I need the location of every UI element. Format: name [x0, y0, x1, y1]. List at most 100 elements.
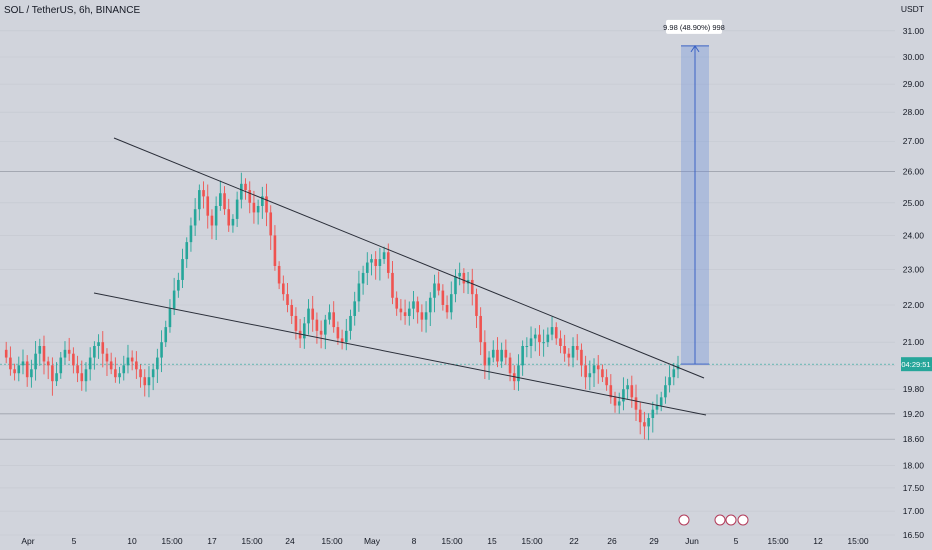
candle-body — [34, 353, 37, 370]
x-tick-label: 15:00 — [767, 536, 789, 546]
candle-body — [189, 225, 193, 243]
candle-body — [311, 308, 315, 320]
candle-body — [130, 357, 134, 362]
candle-body — [42, 345, 46, 362]
candle-body — [449, 294, 453, 313]
price-tag — [901, 357, 932, 372]
candle-body — [114, 369, 117, 378]
candle-body — [185, 242, 189, 260]
y-tick-label: 28.00 — [903, 107, 925, 117]
candle-body — [193, 209, 197, 226]
x-tick-label: 10 — [127, 536, 137, 546]
candle-body — [139, 369, 142, 378]
x-tick-label: 15:00 — [521, 536, 543, 546]
candle-body — [559, 338, 562, 346]
candle-body — [491, 349, 495, 358]
candle-body — [349, 315, 352, 331]
candle-body — [428, 297, 432, 313]
candle-body — [328, 312, 331, 320]
chart-title: SOL / TetherUS, 6h, BINANCE — [4, 5, 141, 16]
candle-body — [475, 294, 478, 316]
candle-body — [504, 349, 508, 358]
candle-body — [147, 377, 151, 386]
y-axis: 31.00 30.00 29.00 28.00 27.00 26.00 25.00 24.00… — [901, 4, 932, 540]
price-tag-label: 04:29:51 — [901, 360, 930, 369]
y-tick-label: 16.50 — [903, 530, 925, 540]
candle-body — [84, 369, 88, 382]
event-icon-flag — [725, 514, 737, 526]
candle-body — [63, 349, 67, 358]
candle-body — [72, 353, 75, 366]
candle-body — [634, 397, 638, 410]
candle-body — [521, 345, 524, 366]
candle-body — [286, 294, 289, 305]
candle-body — [344, 330, 348, 343]
candle-body — [59, 357, 63, 374]
x-axis: Apr 5 10 15:00 17 15:00 24 15:00 May 8 15:00 15 15:0… — [21, 514, 869, 546]
candle-body — [357, 283, 361, 302]
candle-body — [651, 409, 655, 419]
candle-body — [181, 259, 184, 280]
y-tick-label: 22.00 — [903, 300, 925, 310]
candle-body — [659, 397, 663, 406]
candle-body — [21, 361, 25, 366]
candle-body — [277, 265, 281, 284]
x-tick-label: 5 — [72, 536, 77, 546]
candle-body — [542, 342, 545, 344]
candle-body — [508, 357, 512, 374]
candle-body — [172, 290, 176, 309]
y-tick-label: 19.20 — [903, 409, 925, 419]
currency-label: USDT — [901, 4, 924, 14]
candle-body — [487, 357, 491, 366]
candle-body — [214, 205, 218, 226]
candle-body — [219, 193, 222, 206]
candle-body — [51, 365, 54, 382]
candle-body — [517, 365, 520, 382]
candle-body — [240, 183, 243, 200]
candle-body — [538, 334, 541, 343]
candle-body — [554, 327, 558, 339]
candle-body — [265, 196, 268, 213]
y-tick-label: 29.00 — [903, 79, 925, 89]
candle-body — [601, 369, 604, 378]
candle-body — [370, 259, 373, 263]
candle-body — [231, 218, 235, 226]
x-tick-label: 15:00 — [847, 536, 869, 546]
candle-body — [55, 373, 58, 382]
candle-body — [617, 401, 621, 406]
y-tick-label: 19.80 — [903, 384, 925, 394]
candle-body — [445, 304, 449, 313]
trendlines — [93, 137, 707, 416]
candle-body — [630, 385, 634, 398]
candle-body — [424, 312, 428, 320]
candle-body — [315, 319, 319, 331]
y-tick-label: 26.00 — [903, 166, 925, 176]
candle-body — [122, 365, 126, 374]
x-tick-label: Apr — [21, 536, 34, 546]
candle-body — [386, 252, 390, 273]
candle-body — [168, 308, 172, 328]
measure-range[interactable]: 9.98 (48.90%) 998 — [663, 19, 725, 365]
candle-body — [336, 327, 340, 339]
candle-body — [563, 345, 566, 354]
candle-body — [294, 315, 298, 331]
candle-body — [76, 365, 79, 374]
candle-body — [580, 349, 583, 366]
candle-body — [177, 279, 180, 291]
candle-body — [324, 319, 327, 335]
candle-body — [261, 196, 264, 206]
candle-body — [479, 315, 482, 343]
grid — [0, 30, 895, 536]
candle-body — [407, 308, 411, 316]
candle-body — [592, 365, 596, 374]
x-tick-label: 5 — [734, 536, 739, 546]
event-icon-flag — [714, 514, 726, 526]
candle-body — [105, 353, 109, 362]
candle-body — [374, 259, 377, 266]
x-tick-label: 15:00 — [321, 536, 343, 546]
candle-body — [38, 345, 42, 354]
candle-body — [210, 215, 214, 226]
y-tick-label: 17.00 — [903, 506, 925, 516]
range-label-box — [666, 19, 722, 34]
